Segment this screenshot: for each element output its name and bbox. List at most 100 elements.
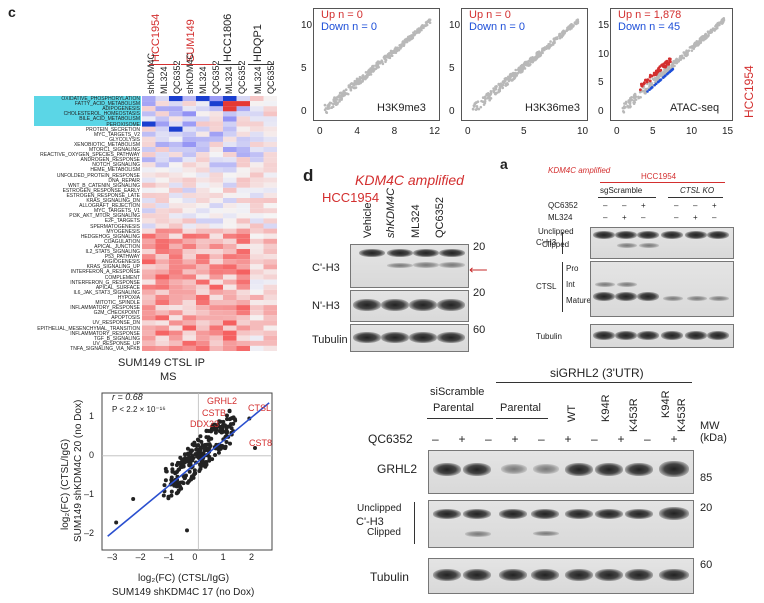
heatmap-cell: [169, 147, 183, 153]
scatter-point: [425, 21, 428, 25]
scatter-point: [547, 42, 550, 46]
heatmap-cell: [142, 162, 156, 168]
ms-point: [131, 496, 136, 501]
scatter-point: [372, 69, 375, 73]
blot-label-grhl2: GRHL2: [377, 462, 418, 476]
heatmap-cell: [263, 345, 277, 351]
heatmap-cell: [169, 187, 183, 193]
scatter-point: [390, 54, 394, 58]
scatter-point: [641, 89, 645, 93]
heatmap-cell: [155, 192, 169, 198]
heatmap-cell: [196, 167, 210, 173]
ms-point: [228, 441, 233, 446]
scatter-point: [699, 40, 702, 43]
scatter-point: [628, 102, 632, 106]
heatmap-cell: [155, 126, 169, 132]
heatmap-cell: [196, 238, 210, 244]
scatter-point: [684, 54, 688, 57]
gene-ddx23: DDX23: [190, 419, 220, 429]
ms-point: [197, 452, 202, 457]
heatmap-cell: [155, 167, 169, 173]
ms-scatter-plot: [101, 392, 273, 551]
heatmap-cell: [209, 198, 223, 204]
heatmap-cell: [142, 335, 156, 341]
scatter-point: [498, 85, 502, 89]
heatmap-cell: [263, 106, 277, 112]
scatter-point: [500, 83, 504, 86]
scatter-point: [654, 79, 658, 83]
scatter-point: [408, 35, 412, 38]
heatmap-cell: [196, 294, 210, 300]
scatter-point: [643, 91, 647, 95]
heatmap-row-label: FATTY_ACID_METABOLISM: [74, 101, 140, 108]
heatmap-cell: [263, 335, 277, 341]
scatter-x-tick: 4: [354, 126, 360, 137]
heatmap-cell: [155, 243, 169, 249]
ms-xlabel-1: log₂(FC) (CTSL/IgG): [138, 573, 230, 584]
heatmap-cell: [142, 152, 156, 158]
lane-k94r-b: K94R: [660, 390, 672, 418]
heatmap-cell: [182, 192, 196, 198]
treatment-label: ML324: [548, 213, 573, 222]
heatmap-cell: [209, 315, 223, 321]
scatter-point: [492, 89, 495, 93]
ms-point: [207, 442, 212, 447]
scatter-point: [375, 61, 378, 65]
mw-20-b: 20: [700, 502, 713, 514]
mw-85: 85: [700, 472, 713, 484]
heatmap-cell: [250, 126, 264, 132]
ms-point: [197, 469, 202, 474]
scatter-point: [399, 47, 402, 50]
heatmap-cell: [155, 162, 169, 168]
heatmap-cell: [209, 208, 223, 214]
heatmap-cell: [236, 289, 250, 295]
heatmap-cell: [250, 243, 264, 249]
scatter-point: [355, 81, 359, 84]
heatmap-cell: [182, 157, 196, 163]
lane-qc6352: QC6352: [434, 197, 446, 238]
scatter-point: [521, 63, 525, 67]
panel-c-letter: c: [8, 4, 16, 20]
heatmap-cell: [223, 305, 237, 311]
heatmap-cell: [209, 182, 223, 188]
scatter-point-up: [638, 88, 642, 92]
band-clipped: Clipped: [542, 240, 570, 249]
scatter-point: [362, 76, 365, 79]
heatmap-row-label: OXIDATIVE_PHOSPHORYLATION: [61, 96, 140, 102]
blot-tubulin-d: [350, 324, 469, 352]
heatmap-cell: [182, 121, 196, 127]
heatmap-cell: [223, 238, 237, 244]
blot-label-b-ch3: C'-H3: [356, 516, 384, 528]
heatmap-cell: [182, 147, 196, 153]
blot-n-h3: [350, 290, 469, 322]
scatter-x-tick: 5: [650, 126, 656, 137]
scatter-point-up: [662, 62, 666, 66]
scatter-y-tick: 15: [598, 20, 610, 31]
heatmap-cell: [263, 182, 277, 188]
heatmap-cell: [209, 228, 223, 234]
scatter-point: [346, 92, 350, 96]
qc-value: –: [432, 432, 439, 446]
heatmap-column-label: QC6352: [211, 60, 221, 94]
ms-point: [224, 413, 229, 418]
heatmap-cell: [169, 162, 183, 168]
heatmap-cell: [209, 116, 223, 122]
heatmap-row-label: WNT_B_CATENIN_SIGNALING: [68, 182, 140, 189]
scatter-point: [630, 95, 633, 99]
heatmap-cell: [155, 101, 169, 107]
heatmap-row-label: MITOTIC_SPINDLE: [95, 300, 140, 306]
ms-x-tick: –3: [107, 552, 118, 562]
heatmap-cell: [182, 111, 196, 117]
heatmap-cell: [236, 182, 250, 188]
heatmap-row-label: KRAS_SIGNALING_DN: [86, 198, 140, 204]
heatmap-cell: [169, 152, 183, 158]
scatter-point: [488, 94, 492, 97]
heatmap-cell: [142, 259, 156, 265]
heatmap-cell: [209, 274, 223, 280]
scatter-point: [416, 28, 420, 32]
scatter-x-tick: 8: [391, 126, 398, 137]
heatmap-cell: [209, 126, 223, 132]
heatmap-cell: [209, 223, 223, 229]
heatmap-cell: [182, 116, 196, 122]
heatmap-cell: [250, 182, 264, 188]
